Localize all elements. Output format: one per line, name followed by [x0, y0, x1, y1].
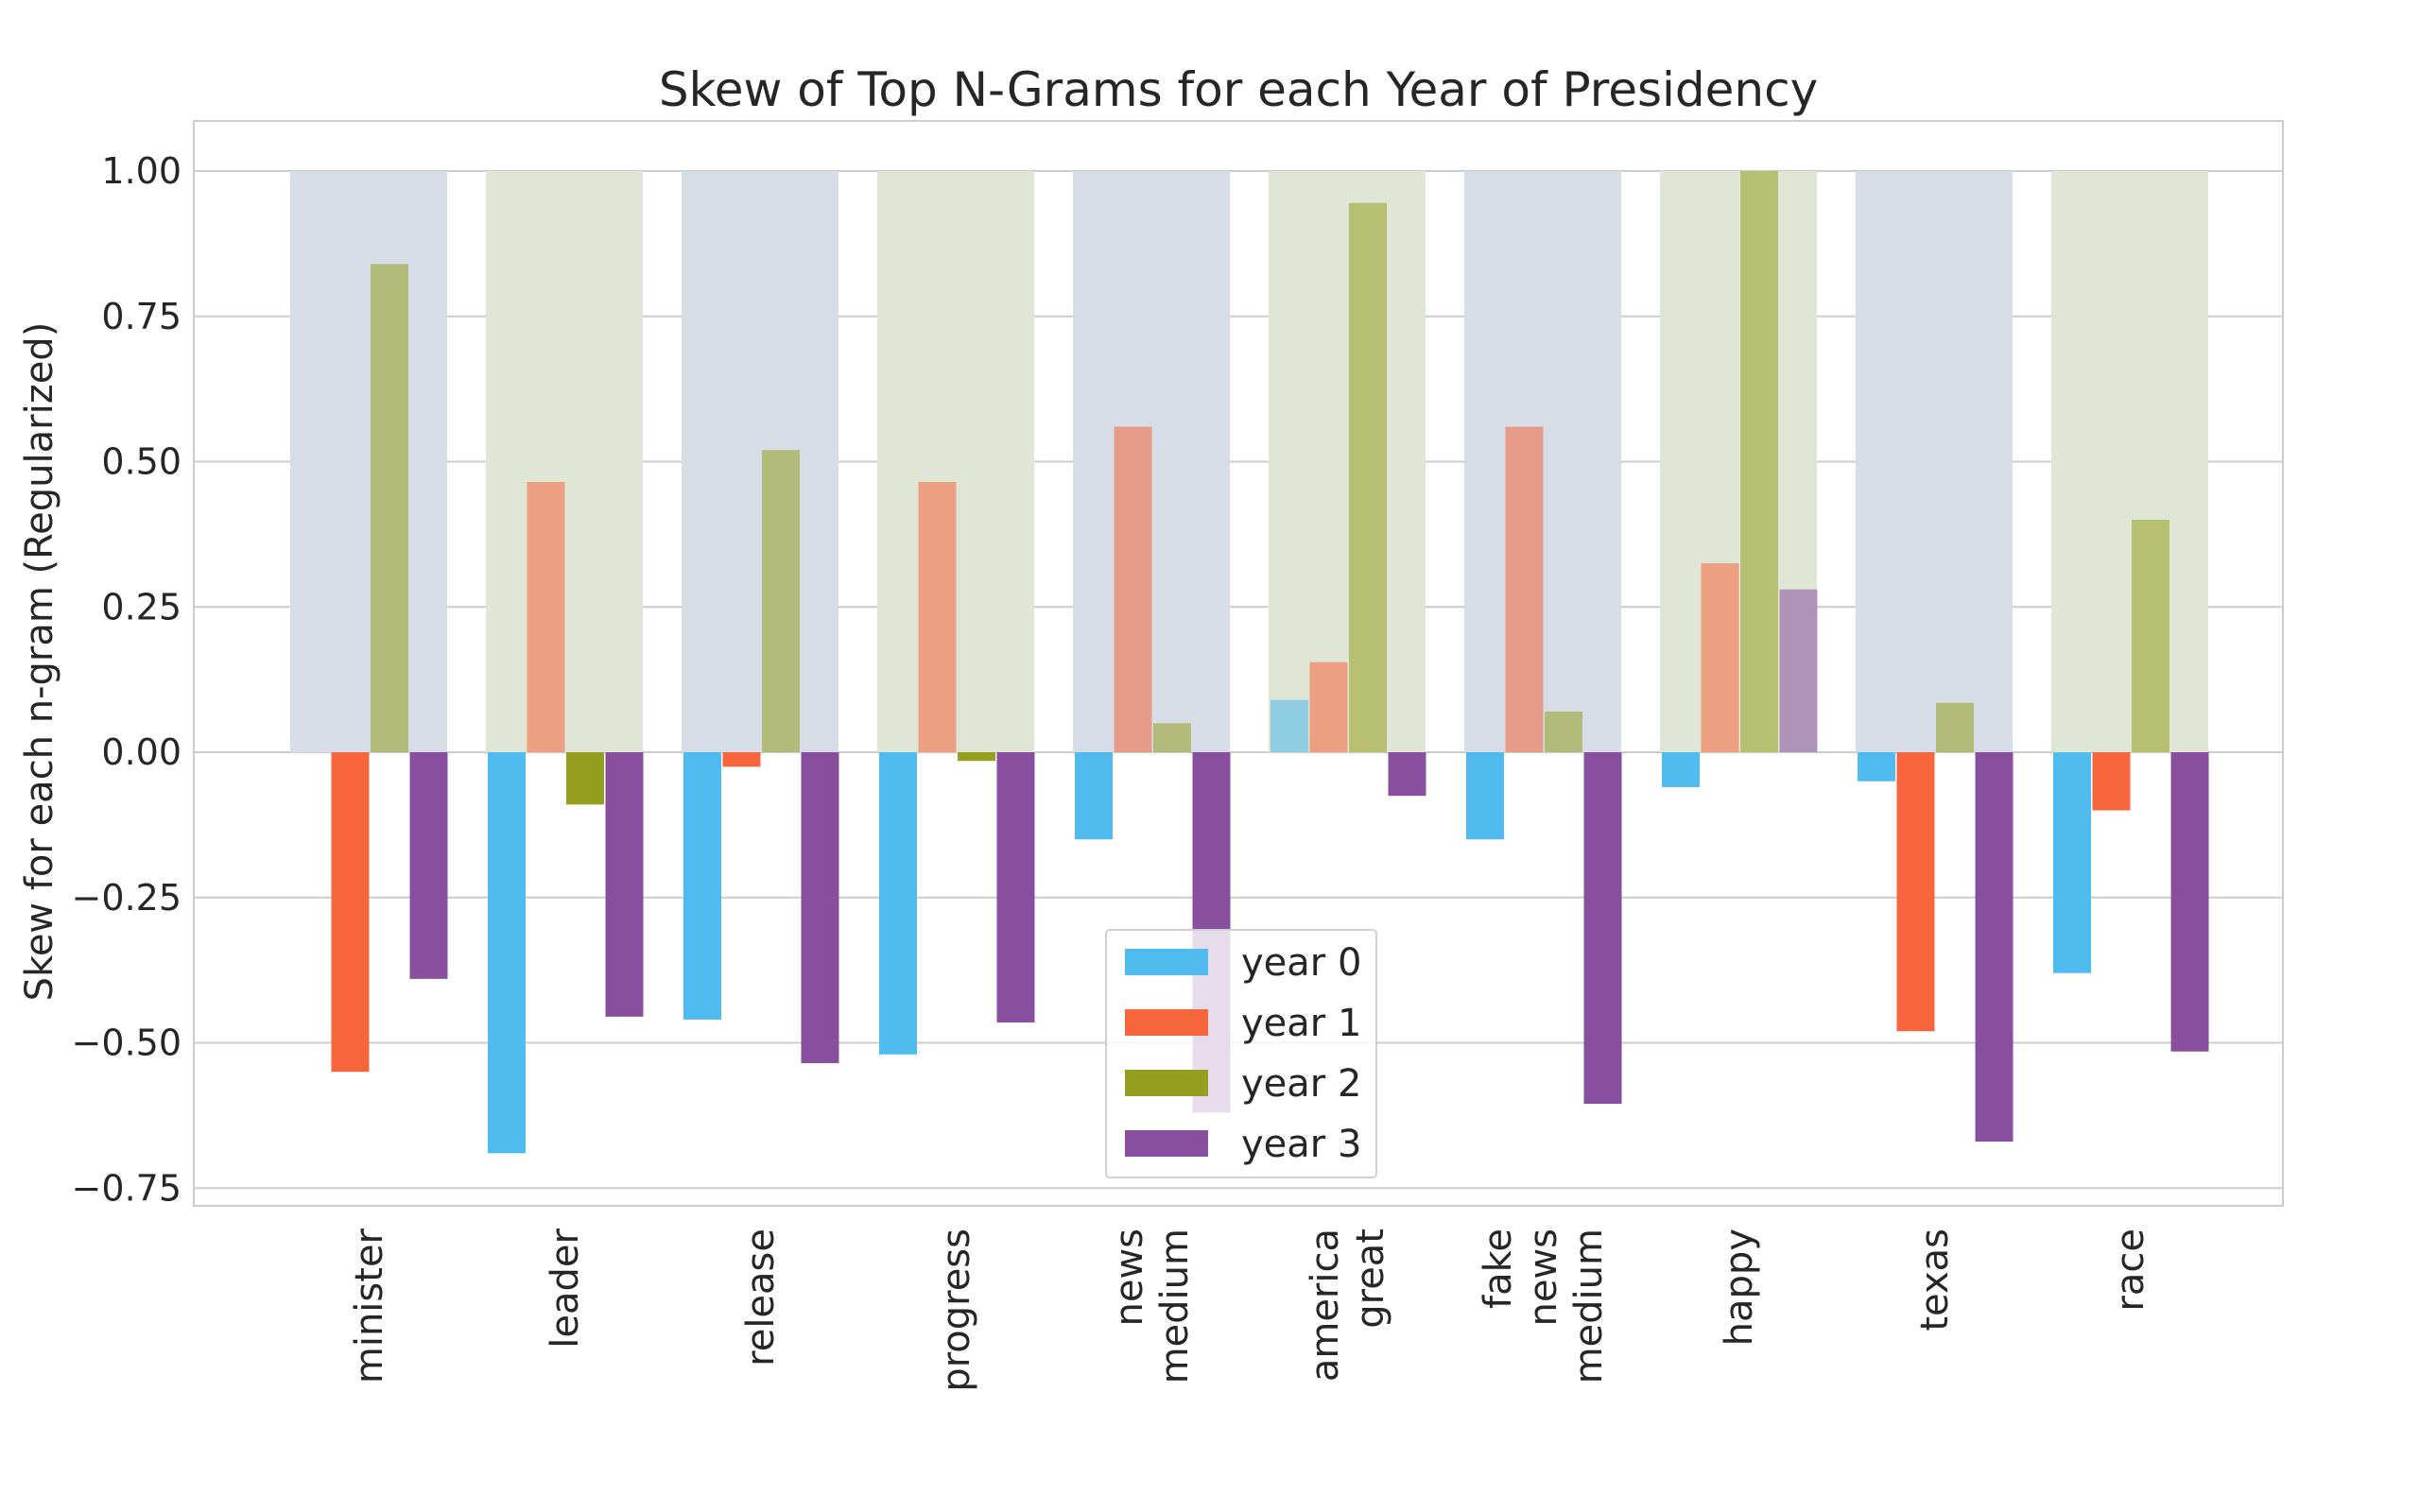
x-tick-label: america [1304, 1228, 1347, 1382]
bar-year-0 [488, 752, 526, 1154]
x-tick-label: news [1108, 1228, 1151, 1327]
background-bands [290, 171, 2208, 752]
y-tick-label: −0.75 [72, 1167, 182, 1209]
legend-label: year 1 [1241, 1002, 1361, 1045]
y-tick-label: 0.75 [101, 296, 182, 337]
x-tick-label: happy [1718, 1228, 1761, 1346]
bar-year-0 [1075, 752, 1113, 840]
y-tick-label: 0.00 [101, 731, 182, 773]
background-band [2051, 171, 2208, 752]
y-tick-label: −0.50 [72, 1022, 182, 1064]
legend-label: year 3 [1241, 1123, 1361, 1166]
bar-year-3 [996, 752, 1035, 1022]
x-tick-label: fake [1477, 1228, 1520, 1309]
bar-year-1 [1309, 662, 1348, 752]
y-tick-label: 0.50 [101, 441, 182, 483]
x-tick-label: great [1349, 1228, 1392, 1329]
legend-label: year 0 [1241, 941, 1361, 985]
chart-title: Skew of Top N-Grams for each Year of Pre… [659, 62, 1818, 117]
bar-year-1 [331, 752, 370, 1073]
background-band [290, 171, 447, 752]
legend: year 0 year 1 year 2 year 3 [1105, 929, 1377, 1178]
x-tick-label: leader [544, 1228, 587, 1348]
x-tick-label: medium [1567, 1228, 1611, 1383]
bar-year-0 [683, 752, 721, 1020]
bar-year-1 [1114, 426, 1152, 752]
legend-box [1105, 929, 1377, 1178]
bar-year-0 [879, 752, 917, 1055]
bar-year-3 [1388, 752, 1426, 797]
bar-year-3 [1583, 752, 1622, 1105]
bar-year-3 [605, 752, 644, 1017]
bar-year-2 [762, 450, 800, 752]
bar-year-2 [566, 752, 604, 805]
legend-swatch [1125, 1070, 1208, 1096]
y-axis-label: Skew for each n-gram (Regularized) [18, 322, 61, 1002]
bar-year-2 [371, 264, 408, 752]
x-tick-label: minister [348, 1228, 391, 1383]
background-band [1269, 171, 1426, 752]
bar-year-0 [1270, 699, 1308, 752]
background-band [1856, 171, 2013, 752]
bar-year-3 [801, 752, 839, 1064]
legend-swatch [1125, 1130, 1208, 1157]
bar-year-1 [722, 752, 761, 767]
bar-year-3 [1975, 752, 2014, 1143]
x-tick-label: texas [1913, 1228, 1957, 1332]
background-band [682, 171, 838, 752]
legend-swatch [1125, 1009, 1208, 1036]
bar-year-0 [2053, 752, 2091, 973]
y-tick-label: 1.00 [101, 150, 182, 192]
bar-year-3 [2170, 752, 2209, 1052]
bar-year-1 [918, 482, 957, 752]
bar-year-3 [409, 752, 448, 979]
y-tick-label: −0.25 [72, 877, 182, 919]
bar-year-0 [1466, 752, 1504, 840]
bar-year-1 [1701, 563, 1739, 752]
y-tick-labels: 1.00 0.75 0.50 0.25 0.00 −0.25 −0.50 −0.75 [72, 150, 182, 1209]
x-tick-labels: minister leader release progress news medium a… [348, 1228, 2152, 1391]
x-tick-label: race [2109, 1228, 2152, 1312]
bar-year-1 [2092, 752, 2131, 811]
bar-year-3 [1779, 589, 1818, 752]
x-tick-label: news [1522, 1228, 1565, 1327]
legend-swatch [1125, 949, 1208, 975]
bar-year-2 [2132, 520, 2169, 752]
bar-year-2 [1349, 202, 1387, 752]
bar-year-2 [958, 752, 995, 762]
bar-year-2 [1740, 171, 1778, 752]
bar-year-1 [1505, 426, 1544, 752]
legend-label: year 2 [1241, 1062, 1361, 1106]
y-tick-label: 0.25 [101, 586, 182, 627]
bar-year-0 [1858, 752, 1895, 782]
x-tick-label: release [739, 1228, 783, 1366]
bar-year-1 [527, 482, 565, 752]
bar-year-2 [1545, 711, 1582, 752]
bar-year-2 [1936, 702, 1974, 752]
x-tick-label: medium [1153, 1228, 1197, 1383]
bar-year-2 [1153, 723, 1191, 752]
bar-year-1 [1896, 752, 1935, 1032]
bar-year-0 [1662, 752, 1700, 787]
x-tick-label: progress [935, 1228, 978, 1392]
